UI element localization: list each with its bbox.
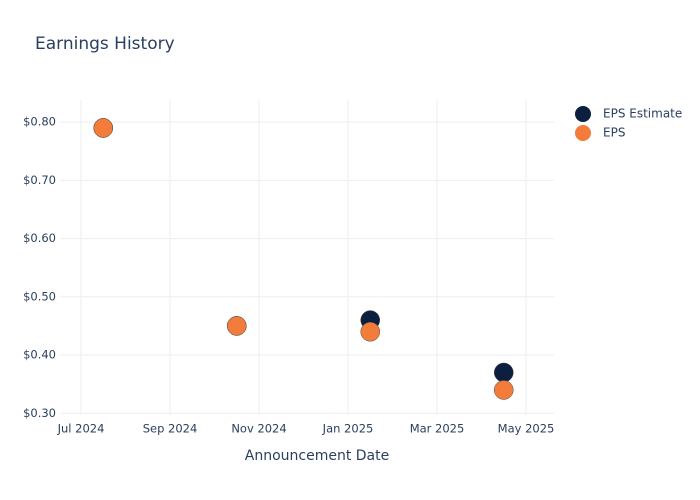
y-tick-label: $0.50	[23, 289, 56, 303]
x-tick-label: Jul 2024	[57, 422, 105, 436]
y-tick-label: $0.70	[23, 173, 56, 187]
x-axis-title: Announcement Date	[245, 448, 389, 464]
x-tick-label: May 2025	[498, 422, 555, 436]
y-tick-label: $0.60	[23, 231, 56, 245]
data-point	[494, 362, 514, 383]
data-point	[93, 118, 113, 138]
legend-label: EPS	[603, 126, 625, 140]
chart-title: Earnings History	[35, 34, 175, 54]
data-point	[494, 380, 514, 400]
y-tick-label: $0.30	[23, 406, 56, 420]
y-tick-label: $0.80	[23, 115, 56, 129]
legend-marker	[575, 106, 591, 122]
x-tick-label: Sep 2024	[143, 422, 198, 436]
x-tick-label: Mar 2025	[410, 422, 465, 436]
legend-label: EPS Estimate	[603, 107, 682, 121]
y-tick-label: $0.40	[23, 348, 56, 362]
x-tick-label: Jan 2025	[322, 422, 374, 436]
data-point	[227, 316, 247, 336]
data-point	[360, 321, 380, 342]
x-tick-label: Nov 2024	[231, 422, 286, 436]
legend-marker	[575, 125, 591, 141]
